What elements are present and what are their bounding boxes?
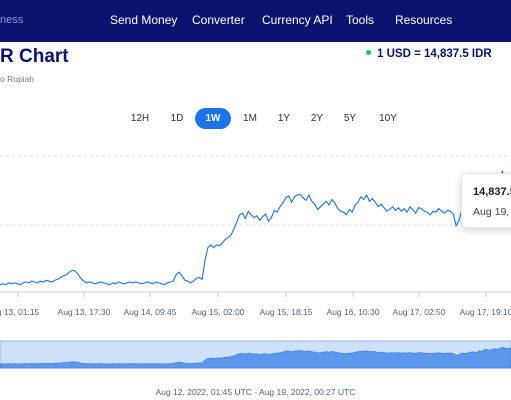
x-tick-label: Aug 15, 02:00 [192, 307, 245, 317]
x-tick-label: Aug 16, 10:30 [327, 307, 380, 317]
x-tick-label: Aug 17, 02:50 [393, 307, 446, 317]
range-1m[interactable]: 1M [243, 113, 257, 124]
nav-send-money[interactable]: Send Money [110, 13, 178, 27]
x-tick-label: g 13, 01:15 [0, 307, 40, 317]
nav-tools[interactable]: Tools [346, 13, 375, 27]
live-status-dot [366, 50, 371, 55]
x-axis-ticks: g 13, 01:15 Aug 13, 17:30 Aug 14, 09:45 Aug… [0, 292, 511, 317]
range-12h[interactable]: 12H [130, 113, 150, 124]
range-2y[interactable]: 2Y [310, 113, 324, 124]
x-tick-label: Aug 13, 17:30 [58, 307, 111, 317]
top-navigation-bar: ness Send Money Converter Currency API T… [0, 0, 511, 42]
page-title: R Chart [0, 46, 69, 67]
x-tick-label: Aug 15, 18:15 [260, 307, 313, 317]
hover-tooltip: 14,837.5 Aug 19, 2 [461, 173, 511, 228]
range-5y[interactable]: 5Y [343, 113, 357, 124]
x-tick-label: Aug 17, 19:10 [460, 307, 511, 317]
live-rate-text: 1 USD = 14,837.5 IDR [377, 48, 492, 60]
overview-navigator[interactable] [0, 340, 511, 369]
live-rate: 1 USD = 14,837.5 IDR [366, 48, 492, 60]
nav-currency-api[interactable]: Currency API [262, 13, 333, 27]
brand-fragment[interactable]: ness [0, 14, 24, 26]
range-1w[interactable]: 1W [195, 108, 231, 129]
range-1d[interactable]: 1D [170, 113, 184, 124]
page-subtitle: o Rupiah [0, 74, 35, 84]
nav-converter[interactable]: Converter [192, 13, 245, 27]
nav-resources[interactable]: Resources [395, 13, 453, 27]
time-range-selector: 12H 1D 1W 1M 1Y 2Y 5Y 10Y [0, 108, 511, 130]
overview-date-range: Aug 12, 2022, 01:45 UTC - Aug 19, 2022, … [155, 387, 356, 397]
overview-area [0, 346, 511, 369]
rate-series-line [0, 169, 511, 286]
x-tick-label: Aug 14, 09:45 [124, 307, 177, 317]
tooltip-date: Aug 19, 2 [473, 206, 511, 218]
tooltip-value: 14,837.5 [473, 186, 511, 198]
range-10y[interactable]: 10Y [379, 113, 397, 124]
range-1y[interactable]: 1Y [277, 113, 291, 124]
